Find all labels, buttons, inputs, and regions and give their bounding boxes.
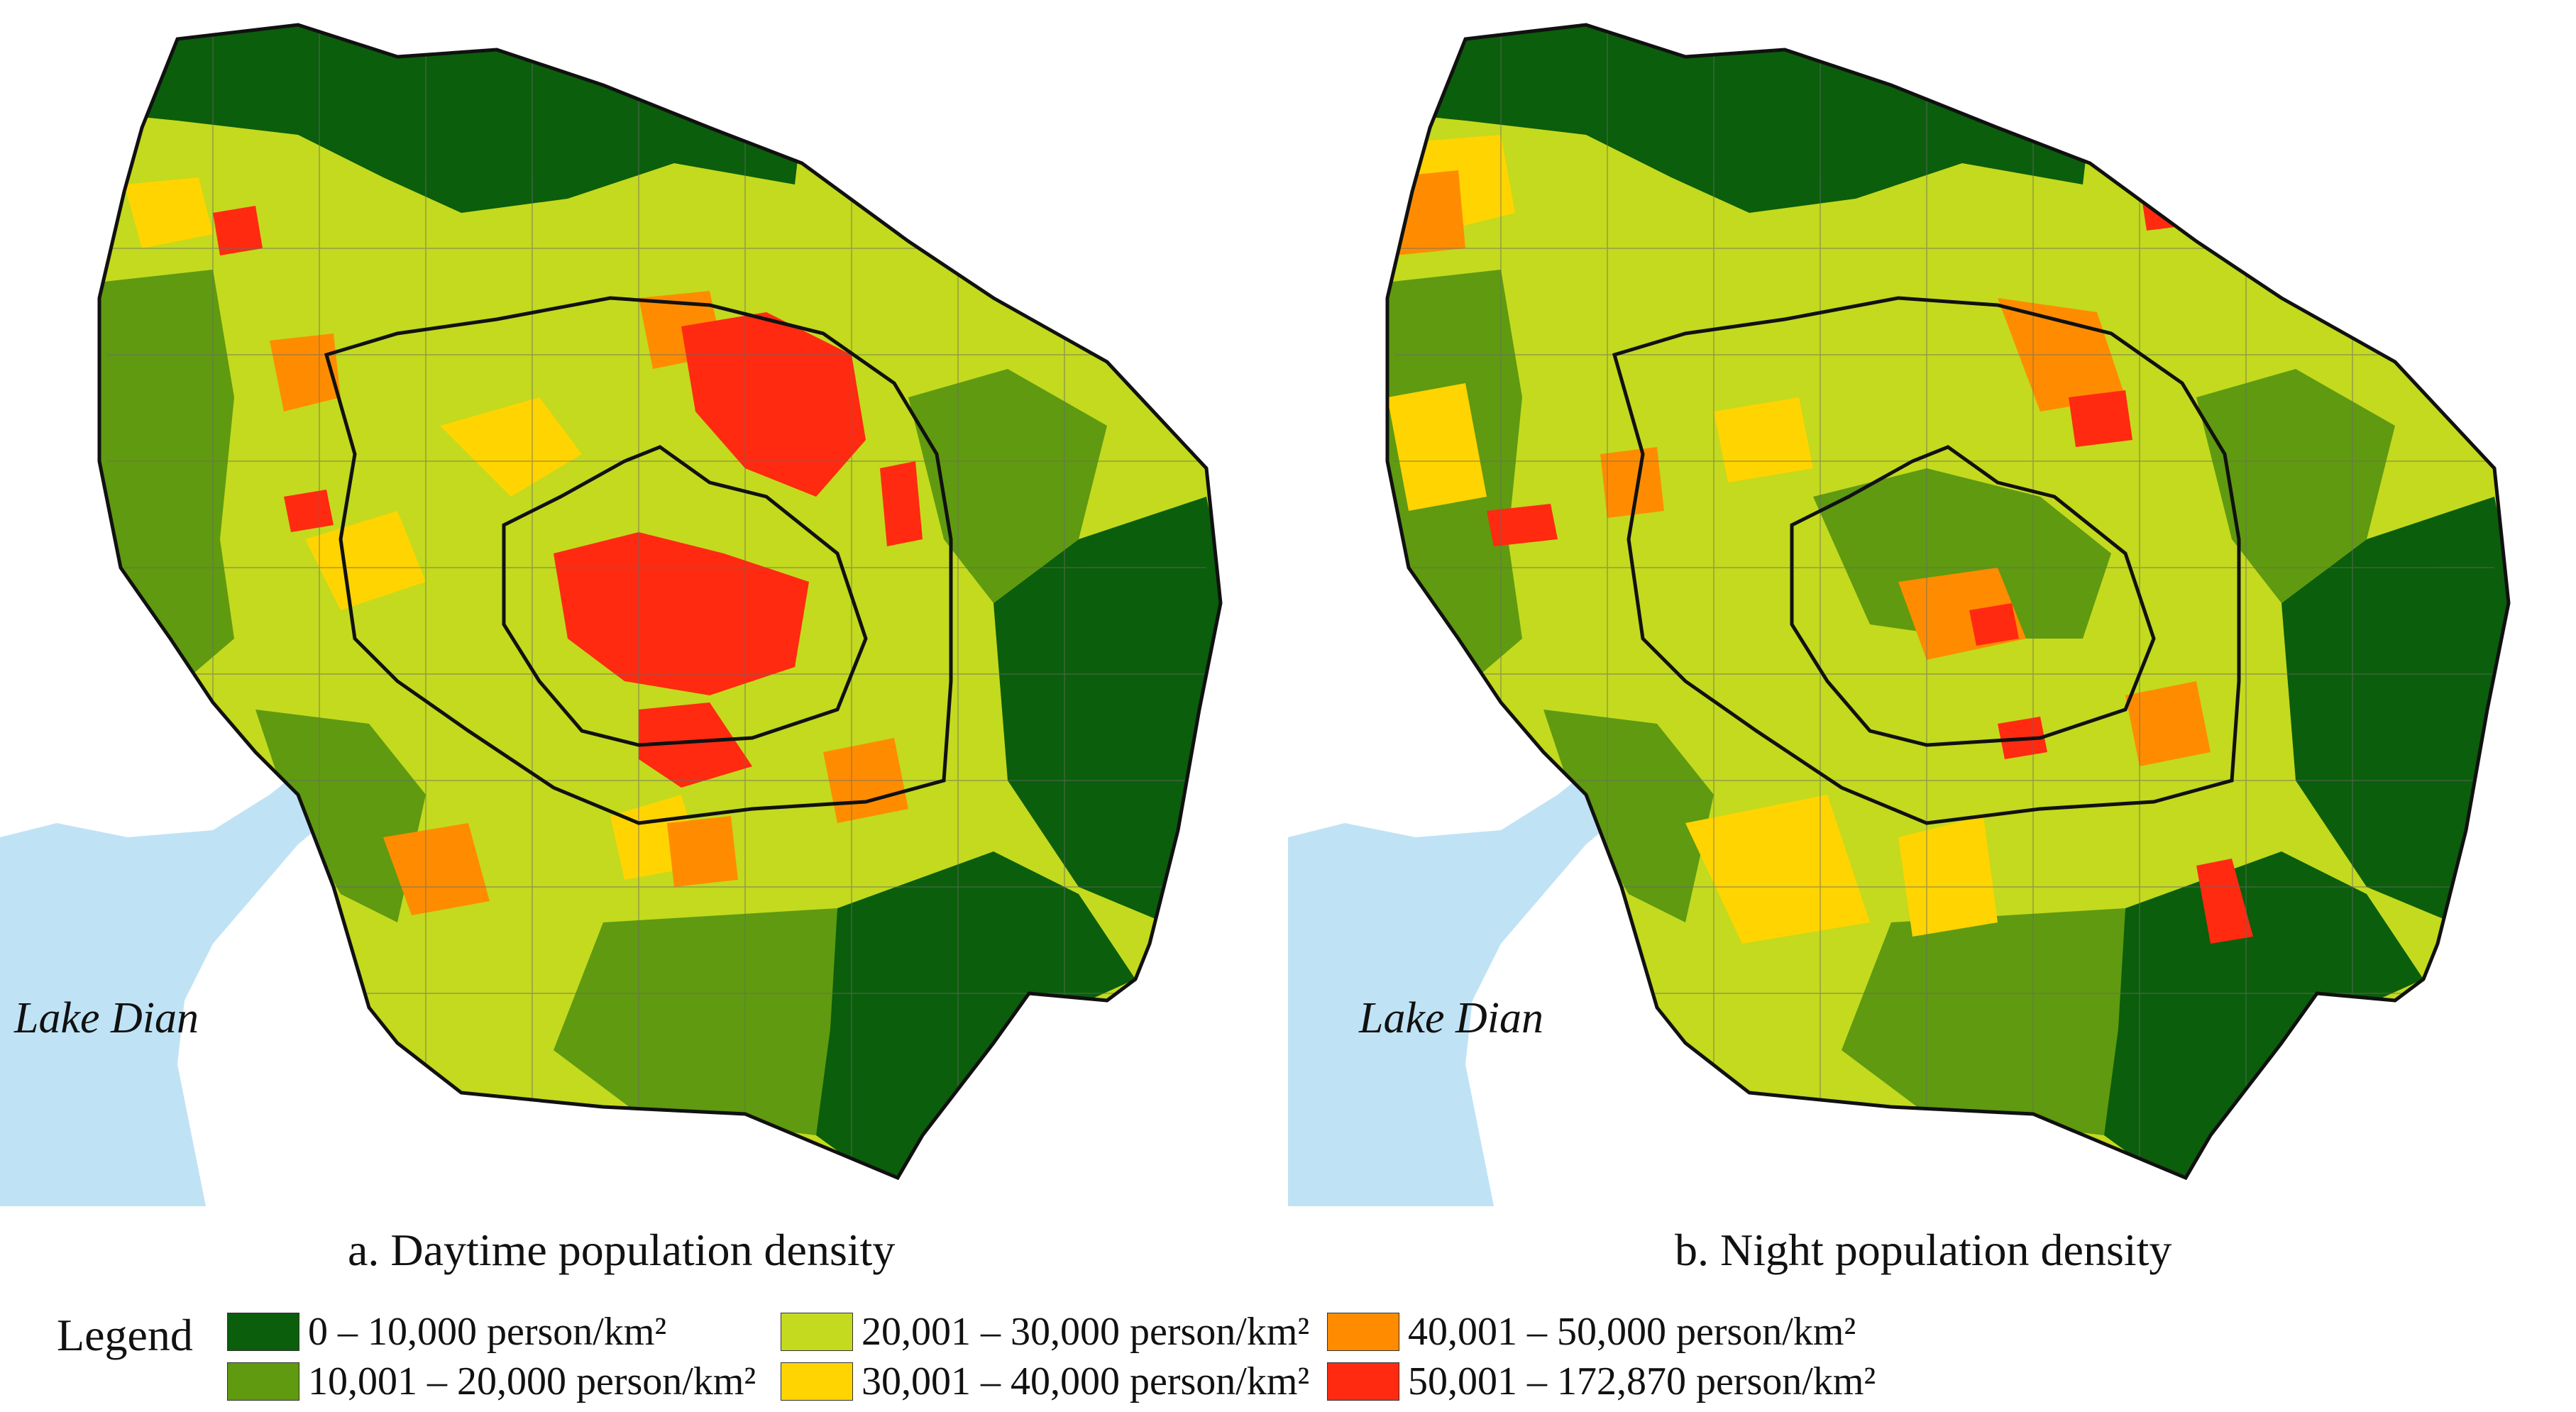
legend-item-2: 20,001 – 30,000 person/km²: [781, 1310, 1310, 1354]
night-map: [1288, 23, 2511, 1206]
zone-orange-2: [383, 823, 490, 915]
zone-south-mid: [1842, 908, 2125, 1135]
legend-swatch: [227, 1362, 299, 1401]
ring-road-inner: [1790, 445, 2156, 747]
caption-daytime: a. Daytime population density: [348, 1225, 896, 1275]
zone-nw-yellow: [124, 177, 213, 248]
legend-swatch: [781, 1313, 853, 1351]
zone-orange-w: [1600, 447, 1664, 518]
zone-orange-1: [270, 333, 341, 412]
zone-red-1: [1969, 603, 2019, 646]
zone-west-yellow: [1387, 383, 1487, 511]
legend-title: Legend: [57, 1310, 193, 1360]
zone-mid-yellow-2: [305, 511, 426, 610]
legend-label: 20,001 – 30,000 person/km²: [862, 1310, 1310, 1354]
daytime-map: [0, 23, 1223, 1206]
zone-orange-3: [667, 816, 738, 887]
legend-label: 10,001 – 20,000 person/km²: [308, 1359, 756, 1403]
legend-item-4: 40,001 – 50,000 person/km²: [1327, 1310, 1856, 1354]
zone-center-mid: [1813, 468, 2111, 639]
zone-red-4: [880, 461, 923, 546]
zone-southeast-low: [816, 851, 1135, 1178]
legend-item-1: 10,001 – 20,000 person/km²: [227, 1359, 756, 1403]
city-boundary: [97, 23, 1223, 1181]
legend-label: 0 – 10,000 person/km²: [308, 1310, 667, 1354]
legend-label: 40,001 – 50,000 person/km²: [1408, 1310, 1856, 1354]
legend-label: 30,001 – 40,000 person/km²: [862, 1359, 1310, 1403]
ring-road-outer: [324, 296, 953, 825]
zone-south-mid: [554, 908, 837, 1135]
lake-dian-shape: [1288, 752, 1671, 1206]
legend-item-3: 30,001 – 40,000 person/km²: [781, 1359, 1310, 1403]
daytime-map-panel: Lake Dian: [0, 0, 1288, 1206]
zone-red-5: [284, 490, 334, 532]
lake-label: Lake Dian: [1359, 994, 1544, 1042]
night-map-panel: Lake Dian: [1288, 0, 2576, 1206]
lake-dian-shape: [0, 752, 383, 1206]
zone-core-red-2: [681, 312, 866, 497]
legend-item-0: 0 – 10,000 person/km²: [227, 1310, 667, 1354]
zone-southwest-mid: [255, 710, 426, 922]
ring-road-inner: [502, 445, 868, 747]
zone-east-low: [993, 497, 1221, 922]
zone-red-3: [2196, 859, 2253, 944]
legend-swatch: [781, 1362, 853, 1401]
legend-swatch: [227, 1313, 299, 1351]
legend-label: 50,001 – 172,870 person/km²: [1408, 1359, 1876, 1403]
zone-mid-yellow: [1714, 397, 1813, 482]
caption-night: b. Night population density: [1675, 1225, 2172, 1275]
district-boundaries: [106, 25, 1206, 1178]
lake-label: Lake Dian: [14, 994, 199, 1042]
legend-item-5: 50,001 – 172,870 person/km²: [1327, 1359, 1876, 1403]
zone-southeast-low: [2104, 851, 2423, 1178]
zone-orange-e: [2125, 681, 2211, 766]
legend-swatch: [1327, 1362, 1399, 1401]
zone-east-low: [2281, 497, 2509, 922]
ring-road-outer: [1612, 296, 2241, 825]
zone-red-5: [1487, 504, 1558, 546]
zone-red-2: [2069, 390, 2132, 447]
zone-core-red-3: [639, 702, 752, 788]
zone-south-yellow-2: [1898, 816, 1998, 937]
city-boundary: [1385, 23, 2511, 1181]
zone-red-6: [213, 206, 263, 255]
zone-southwest-mid: [1543, 710, 1714, 922]
legend-swatch: [1327, 1313, 1399, 1351]
zone-south-yellow-1: [1685, 795, 1870, 944]
zone-mid-yellow-1: [440, 397, 582, 497]
